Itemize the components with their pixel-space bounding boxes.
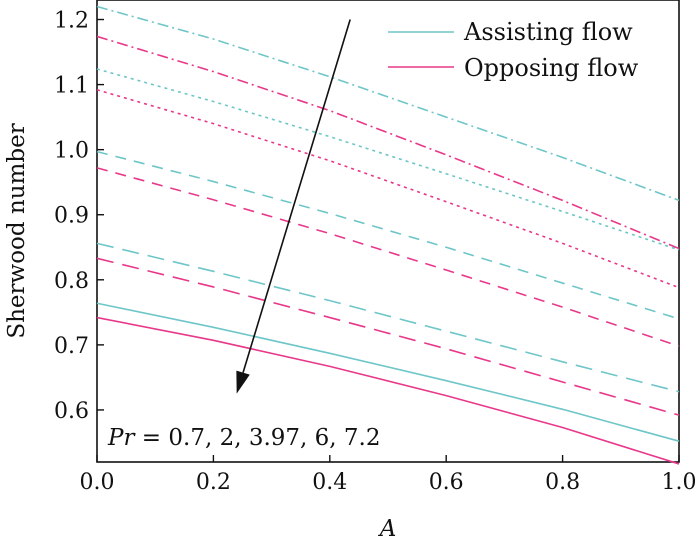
series-line-opposing-pr-0_7 xyxy=(96,316,680,465)
series-line-opposing-pr-3_97 xyxy=(96,167,680,347)
axes-layer: 0.0 0.2 0.4 0.6 0.8 1.0 0.6 0.7 0.8 0.9 1.0 1.1 1.2 xyxy=(54,9,697,495)
pr-annotation: Pr = 0.7, 2, 3.97, 6, 7.2 xyxy=(107,425,381,451)
series-line-opposing-pr-2 xyxy=(96,257,680,416)
y-tick-label: 0.8 xyxy=(54,269,89,294)
y-tick-label: 1.0 xyxy=(54,139,89,164)
y-tick-label: 0.6 xyxy=(54,399,89,424)
y-tick-label: 0.7 xyxy=(54,334,89,359)
series-line-assisting-pr-6 xyxy=(96,68,680,251)
arrow-shaft xyxy=(242,19,351,373)
series-line-assisting-pr-7_2 xyxy=(96,5,680,202)
y-tick-label: 0.9 xyxy=(54,204,89,229)
x-tick-label: 1.0 xyxy=(662,470,697,495)
x-tick-label: 0.2 xyxy=(196,470,231,495)
series-line-assisting-pr-2 xyxy=(96,242,680,393)
arrow-head xyxy=(236,370,250,394)
pr-symbol: Pr xyxy=(107,425,136,451)
x-tick-label: 0.0 xyxy=(80,470,115,495)
y-axis-label: Sherwood number xyxy=(4,123,30,338)
series-line-assisting-pr-0_7 xyxy=(96,302,680,442)
pr-arrow xyxy=(236,19,351,394)
series-line-assisting-pr-3_97 xyxy=(96,150,680,320)
legend-label-opposing: Opposing flow xyxy=(464,54,639,82)
x-tick-label: 0.4 xyxy=(312,470,347,495)
series-layer xyxy=(96,5,680,465)
x-tick-label: 0.6 xyxy=(429,470,464,495)
series-line-opposing-pr-7_2 xyxy=(96,35,680,250)
x-axis-label: A xyxy=(378,516,397,542)
plot-frame xyxy=(96,0,680,463)
legend: Assisting flow Opposing flow xyxy=(388,18,639,82)
series-line-opposing-pr-6 xyxy=(96,89,680,289)
x-tick-label: 0.8 xyxy=(545,470,580,495)
y-tick-label: 1.2 xyxy=(54,9,89,34)
pr-values: = 0.7, 2, 3.97, 6, 7.2 xyxy=(134,425,380,451)
legend-label-assisting: Assisting flow xyxy=(463,18,633,46)
y-tick-label: 1.1 xyxy=(54,74,89,99)
